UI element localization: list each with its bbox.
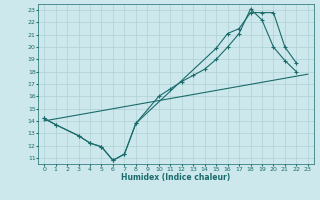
X-axis label: Humidex (Indice chaleur): Humidex (Indice chaleur) xyxy=(121,173,231,182)
